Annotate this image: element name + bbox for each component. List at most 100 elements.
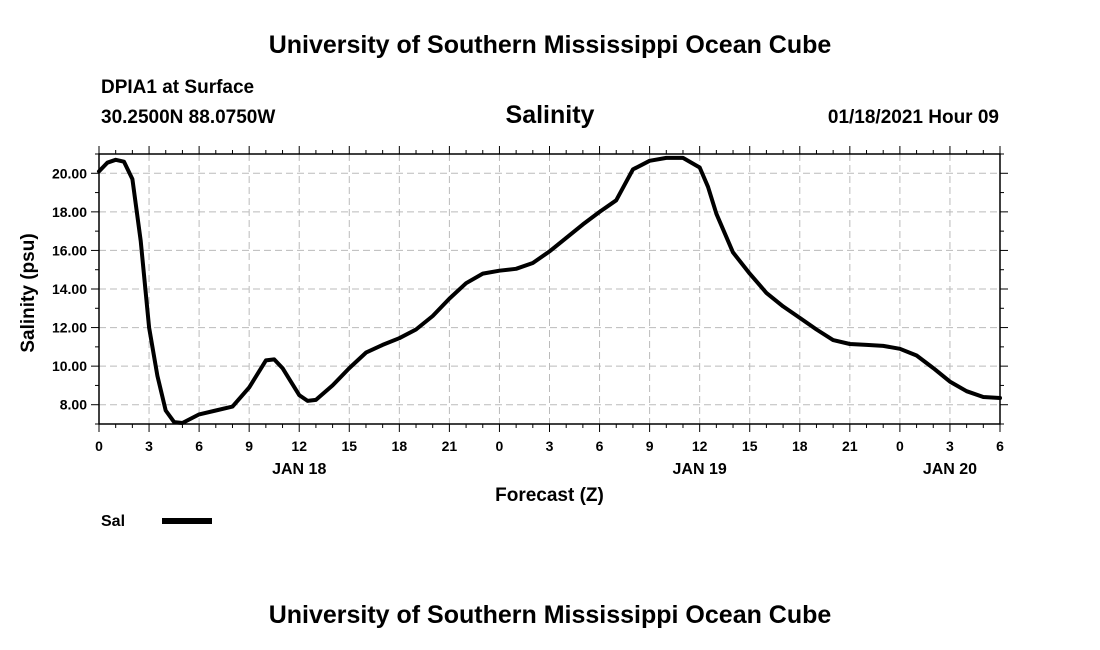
x-tick-label: 12 bbox=[291, 438, 307, 454]
footer-title: University of Southern Mississippi Ocean… bbox=[268, 601, 832, 629]
data-point bbox=[681, 156, 685, 160]
data-point bbox=[706, 185, 710, 189]
data-point bbox=[948, 379, 952, 384]
chart-title: University of Southern Mississippi Ocean… bbox=[268, 31, 832, 59]
data-point bbox=[122, 160, 126, 164]
data-point bbox=[305, 399, 310, 403]
data-point bbox=[881, 344, 885, 348]
data-point bbox=[264, 358, 268, 362]
data-point bbox=[147, 325, 151, 330]
data-point bbox=[814, 327, 819, 332]
coordinates-label: 30.2500N 88.0750W bbox=[101, 107, 276, 128]
x-tick-label: 0 bbox=[496, 438, 504, 454]
data-point bbox=[297, 393, 301, 397]
x-tick-label: 15 bbox=[742, 438, 758, 454]
x-tick-label: 9 bbox=[646, 438, 654, 454]
x-tick-label: 3 bbox=[145, 438, 153, 454]
y-tick-label: 20.00 bbox=[52, 165, 87, 181]
data-point bbox=[172, 420, 176, 424]
data-point bbox=[514, 267, 518, 271]
data-point bbox=[180, 421, 185, 425]
x-tick-label: 3 bbox=[946, 438, 954, 454]
y-tick-label: 8.00 bbox=[60, 397, 87, 413]
date-label: JAN 18 bbox=[272, 461, 326, 478]
data-point bbox=[614, 198, 618, 202]
x-tick-label: 9 bbox=[245, 438, 253, 454]
data-point bbox=[698, 165, 702, 170]
station-label: DPIA1 at Surface bbox=[101, 77, 255, 98]
data-point bbox=[105, 161, 109, 165]
data-point bbox=[114, 158, 118, 162]
y-tick-label: 14.00 bbox=[52, 281, 87, 297]
x-tick-label: 21 bbox=[442, 438, 458, 454]
data-point bbox=[155, 374, 159, 378]
data-point bbox=[431, 314, 435, 318]
data-point bbox=[447, 297, 451, 301]
x-tick-label: 21 bbox=[842, 438, 858, 454]
data-point bbox=[898, 347, 902, 351]
data-point bbox=[164, 408, 168, 413]
data-point bbox=[364, 351, 368, 355]
forecast-datetime: 01/18/2021 Hour 09 bbox=[827, 107, 999, 128]
data-point bbox=[631, 167, 635, 172]
data-point bbox=[414, 327, 418, 332]
data-point bbox=[97, 169, 101, 173]
data-point bbox=[764, 291, 769, 295]
x-tick-label: 3 bbox=[546, 438, 554, 454]
date-label: JAN 19 bbox=[673, 461, 727, 478]
data-point bbox=[831, 338, 835, 342]
x-tick-label: 0 bbox=[95, 438, 103, 454]
data-point bbox=[748, 271, 752, 276]
data-point bbox=[247, 385, 251, 389]
x-tick-label: 18 bbox=[792, 438, 808, 454]
data-point bbox=[547, 249, 552, 253]
variable-title: Salinity bbox=[505, 101, 595, 129]
data-point bbox=[864, 343, 869, 347]
data-point bbox=[314, 398, 318, 402]
data-point bbox=[330, 383, 335, 388]
data-point bbox=[714, 212, 718, 216]
data-point bbox=[581, 222, 585, 226]
data-point bbox=[464, 281, 468, 285]
legend-label: Sal bbox=[101, 513, 125, 530]
data-point bbox=[931, 366, 935, 370]
x-tick-label: 12 bbox=[692, 438, 708, 454]
data-point bbox=[781, 304, 785, 308]
data-point bbox=[981, 395, 985, 399]
x-tick-label: 15 bbox=[341, 438, 357, 454]
data-point bbox=[564, 236, 568, 240]
x-tick-label: 6 bbox=[195, 438, 203, 454]
x-tick-label: 18 bbox=[392, 438, 408, 454]
y-tick-label: 18.00 bbox=[52, 204, 87, 220]
data-point bbox=[197, 412, 201, 416]
data-point bbox=[214, 408, 218, 413]
y-tick-label: 12.00 bbox=[52, 320, 87, 336]
data-point bbox=[531, 261, 535, 265]
x-tick-label: 6 bbox=[596, 438, 604, 454]
data-point bbox=[848, 342, 852, 346]
y-tick-label: 10.00 bbox=[52, 358, 87, 374]
data-point bbox=[497, 269, 502, 273]
x-tick-label: 0 bbox=[896, 438, 904, 454]
data-point bbox=[397, 336, 401, 340]
data-point bbox=[280, 366, 285, 370]
data-point bbox=[965, 389, 969, 393]
y-axis-title: Salinity (psu) bbox=[18, 233, 39, 352]
data-point bbox=[731, 250, 735, 254]
data-point bbox=[272, 357, 276, 361]
x-tick-label: 6 bbox=[996, 438, 1004, 454]
data-point bbox=[481, 271, 485, 276]
data-point bbox=[597, 210, 602, 214]
data-point bbox=[130, 177, 134, 181]
date-label: JAN 20 bbox=[923, 461, 977, 478]
x-axis-title: Forecast (Z) bbox=[495, 485, 604, 506]
data-point bbox=[798, 316, 802, 320]
data-point bbox=[914, 353, 919, 358]
data-point bbox=[139, 239, 143, 243]
data-point bbox=[347, 366, 351, 370]
data-point bbox=[648, 159, 652, 163]
data-point bbox=[381, 343, 385, 347]
data-point bbox=[664, 156, 668, 160]
data-point bbox=[230, 405, 235, 409]
